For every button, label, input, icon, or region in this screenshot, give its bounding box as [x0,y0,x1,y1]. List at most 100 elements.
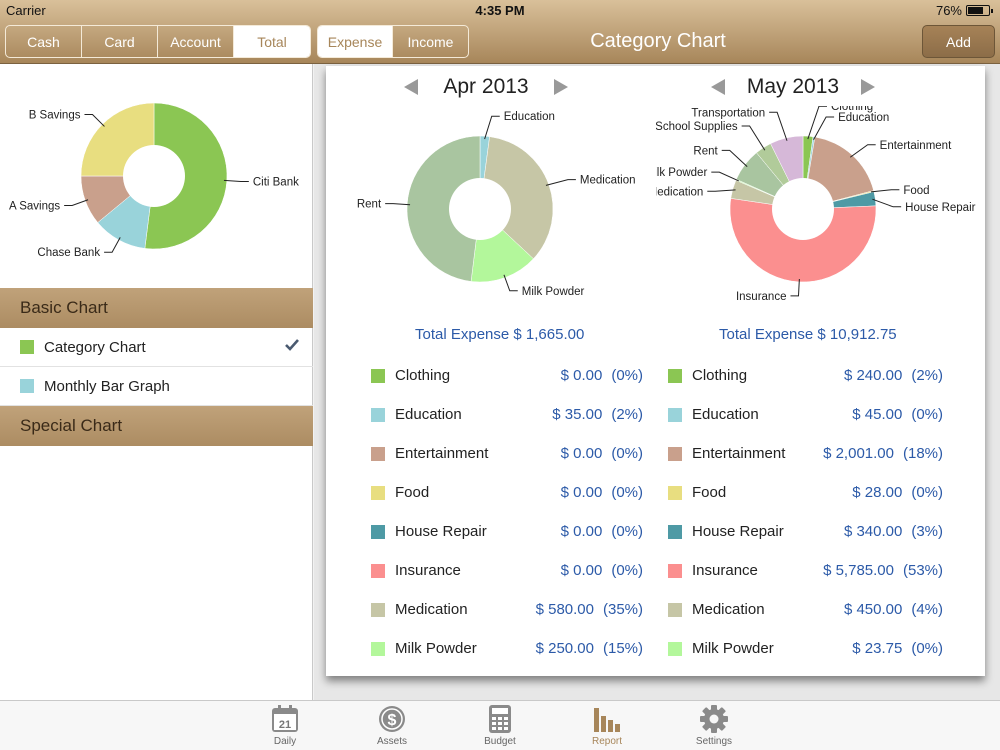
slice-label-medication: Medication [656,186,703,198]
slice-label-insurance: Insurance [736,291,787,303]
legend-category-name: Food [692,484,727,501]
next-month-icon[interactable] [861,79,875,95]
main-content: Apr 2013 May 2013 Education Medication Mil… [314,64,1000,700]
legend-swatch [668,407,682,422]
status-bar: Carrier 4:35 PM 76% [0,0,1000,20]
legend-swatch [371,407,385,422]
legend-amount-percent: (2%) [911,367,943,384]
leader-line [870,189,900,193]
legend-amount: $ 0.00 (0%) [561,445,643,462]
tab-report[interactable]: Report [567,704,647,747]
tab-card[interactable]: Card [82,26,158,57]
tab-budget[interactable]: Budget [460,704,540,747]
legend-amount-percent: (0%) [611,523,643,540]
leader-line [385,203,411,206]
legend-swatch [668,485,682,500]
legend-amount-value: $ 5,785.00 [823,562,894,579]
legend-category-name: Medication [692,601,765,618]
leader-line [790,278,800,297]
slice-label-education: Education [838,112,889,124]
account-filter-segment: Cash Card Account Total [5,25,311,58]
legend-amount-value: $ 0.00 [560,445,603,462]
legend-swatch [371,446,385,461]
legend-amount-value: $ 580.00 [535,601,594,618]
tab-assets[interactable]: $ Assets [352,704,432,747]
tab-settings[interactable]: Settings [674,704,754,747]
tab-expense[interactable]: Expense [318,26,393,57]
legend-amount: $ 45.00 (0%) [852,406,943,423]
calculator-icon [489,705,511,733]
legend-amount-percent: (15%) [602,640,643,657]
legend-amount: $ 5,785.00 (53%) [823,562,943,579]
category-chart-swatch [20,340,34,354]
legend-amount-value: $ 0.00 [560,523,603,540]
legend-amount: $ 2,001.00 (18%) [823,445,943,462]
account-donut-chart: Citi Bank Chase Bank A Savings B Savings [9,102,299,259]
legend-row-milk-powder: Milk Powder $ 23.75 (0%) [668,629,943,668]
previous-month-icon[interactable] [711,79,725,95]
tab-bar: 21 Daily $ Assets Budget [0,700,1000,750]
legend-amount-value: $ 28.00 [852,484,903,501]
slice-label-clothing: Clothing [831,106,873,113]
battery-indicator: 76% [936,3,993,18]
legend-row-medication: Medication $ 450.00 (4%) [668,590,943,629]
tab-label: Budget [484,736,516,747]
legend-row-entertainment: Entertainment $ 0.00 (0%) [371,434,643,473]
legend-row-clothing: Clothing $ 0.00 (0%) [371,356,643,395]
legend-amount: $ 0.00 (0%) [561,562,643,579]
legend-swatch [371,563,385,578]
slice-label-entertainment: Entertainment [880,140,952,152]
legend-category-name: Medication [395,601,468,618]
sidebar-item-monthly-bar-graph[interactable]: Monthly Bar Graph [0,367,313,406]
legend-swatch [371,368,385,383]
slice-label-milk-powder: Milk Powder [656,167,707,179]
leader-line [707,189,736,192]
total-expense-left: Total Expense $ 1,665.00 [415,326,585,343]
leader-line [84,113,105,127]
slice-label-chase-bank: Chase Bank [37,247,100,259]
legend-amount-percent: (0%) [911,406,943,423]
section-header-basic-chart: Basic Chart [0,288,313,328]
legend-category-name: Milk Powder [692,640,774,657]
legend-swatch [668,641,682,656]
legend-amount-percent: (35%) [602,601,643,618]
legend-amount-percent: (0%) [611,367,643,384]
leader-line [721,149,748,167]
leader-line [104,237,121,253]
month-nav-left: Apr 2013 [404,72,568,102]
legend-amount: $ 580.00 (35%) [536,601,643,618]
legend-amount-percent: (0%) [911,484,943,501]
tab-cash[interactable]: Cash [6,26,82,57]
previous-month-icon[interactable] [404,79,418,95]
legend-amount: $ 340.00 (3%) [844,523,943,540]
gear-icon [700,705,728,733]
legend-amount-percent: (4%) [911,601,943,618]
category-donut-chart-left: Education Medication Milk Powder Rent [357,111,636,298]
battery-icon [966,5,993,16]
slice-label-house-repair: House Repair [905,202,975,214]
sidebar-item-category-chart[interactable]: Category Chart [0,328,313,367]
legend-row-house-repair: House Repair $ 340.00 (3%) [668,512,943,551]
legend-category-name: Education [395,406,462,423]
tab-account[interactable]: Account [158,26,234,57]
tab-daily[interactable]: 21 Daily [245,704,325,747]
slice-label-b-savings: B Savings [29,109,81,121]
legend-row-education: Education $ 45.00 (0%) [668,395,943,434]
leader-line [711,171,740,182]
tab-label: Assets [376,736,407,747]
donut-hole [449,178,511,240]
legend-amount: $ 0.00 (0%) [561,484,643,501]
leader-line [807,106,828,140]
legend-amount-percent: (0%) [611,484,643,501]
legend-row-education: Education $ 35.00 (2%) [371,395,643,434]
tab-label: Daily [273,736,297,747]
tab-income[interactable]: Income [407,33,454,50]
checkmark-icon [285,339,299,351]
tab-total[interactable]: Total [234,26,310,57]
legend-swatch [371,485,385,500]
legend-swatch [668,602,682,617]
add-button[interactable]: Add [922,25,995,58]
next-month-icon[interactable] [554,79,568,95]
legend-category-name: Entertainment [692,445,786,462]
